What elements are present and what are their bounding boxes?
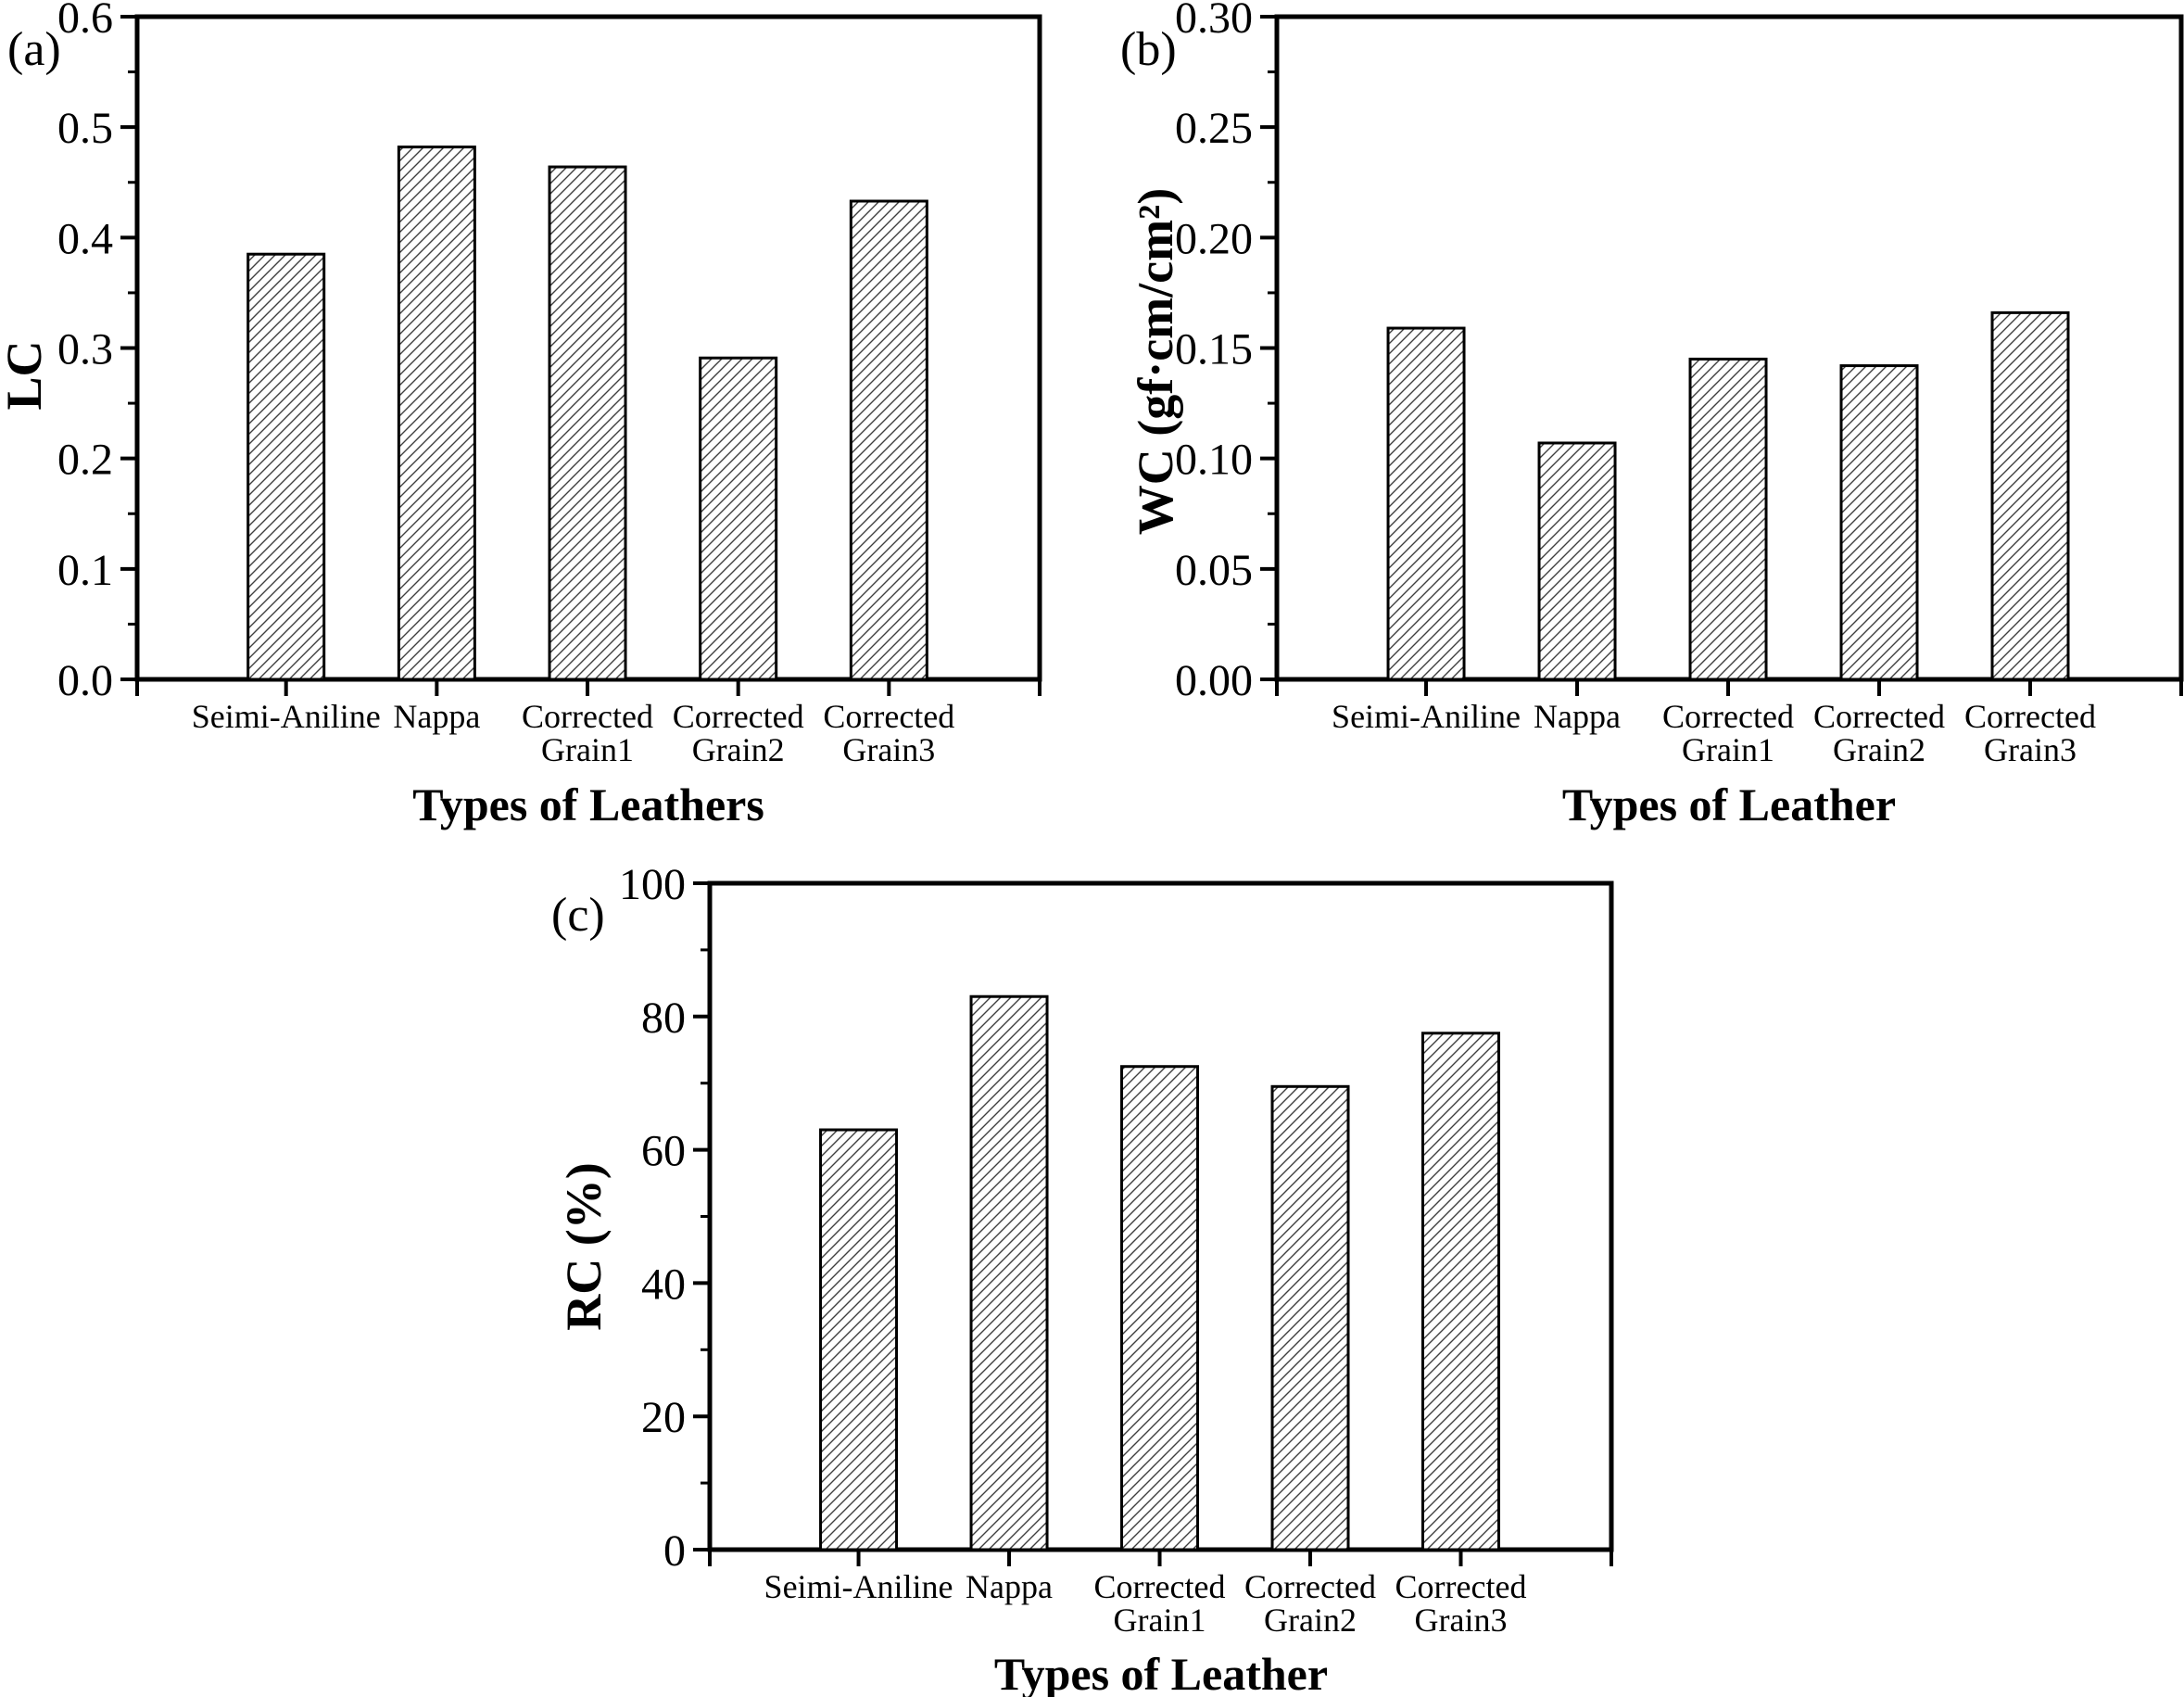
chart-b: 0.00 0.05 0.10 0.15 0.20 0.25 0.30 Seimi-Anilin… — [1175, 0, 2184, 768]
y-tick-label: 0.10 — [1175, 436, 1253, 485]
y-axis-label-a: LC — [0, 340, 52, 411]
category-label: Grain3 — [1415, 1602, 1508, 1639]
bar-c-1 — [819, 1128, 899, 1551]
y-tick-label: 0.15 — [1175, 325, 1253, 374]
category-label: Grain2 — [1264, 1602, 1357, 1639]
panel-label-c: (c) — [551, 889, 605, 942]
bar-c-4 — [1270, 1084, 1350, 1551]
bar-c-3 — [1120, 1065, 1200, 1551]
category-label: Grain1 — [1114, 1602, 1206, 1639]
category-label: Corrected — [1662, 698, 1794, 735]
category-label: Seimi-Aniline — [192, 698, 381, 735]
category-label: Seimi-Aniline — [1332, 698, 1521, 735]
category-label: Nappa — [966, 1568, 1053, 1605]
bar-b-4 — [1839, 364, 1919, 681]
bar-b-1 — [1386, 326, 1466, 681]
y-tick-label: 60 — [641, 1127, 686, 1176]
bar-a-4 — [699, 356, 778, 681]
category-label: Grain2 — [692, 731, 785, 768]
y-tick-label: 0.25 — [1175, 104, 1253, 153]
category-label: Corrected — [1395, 1568, 1527, 1605]
category-label: Corrected — [823, 698, 954, 735]
y-tick-label: 0.5 — [57, 104, 113, 153]
y-tick-label: 40 — [641, 1260, 686, 1309]
category-label: Grain3 — [842, 731, 935, 768]
x-axis-title-c: Types of Leather — [993, 1648, 1329, 1697]
bar-a-2 — [397, 146, 476, 681]
category-label: Corrected — [1244, 1568, 1376, 1605]
y-tick-label: 0 — [663, 1526, 686, 1576]
bar-c-2 — [969, 994, 1049, 1551]
y-axis-label-b: WC (gf·cm/cm²) — [1128, 187, 1183, 536]
category-label: Corrected — [1964, 698, 2096, 735]
y-tick-label: 20 — [641, 1393, 686, 1442]
y-axis-label-c: RC (%) — [556, 1162, 612, 1331]
category-label: Grain1 — [541, 731, 634, 768]
category-label: Seimi-Aniline — [764, 1568, 953, 1605]
bar-c-5 — [1421, 1032, 1501, 1551]
category-label: Grain2 — [1833, 731, 1925, 768]
category-label: Corrected — [673, 698, 804, 735]
y-tick-label: 100 — [619, 860, 686, 909]
bar-a-3 — [548, 165, 627, 681]
chart-a: 0.0 0.1 0.2 0.3 0.4 0.5 0.6 Seimi-Aniline Nappa C… — [57, 0, 1042, 768]
y-tick-label: 0.1 — [57, 546, 113, 595]
y-tick-label: 0.0 — [57, 656, 113, 705]
y-tick-label: 0.30 — [1175, 0, 1253, 43]
y-tick-label: 0.2 — [57, 436, 113, 485]
bar-a-5 — [849, 199, 928, 681]
panel-label-b: (b) — [1120, 23, 1177, 76]
category-label: Nappa — [393, 698, 480, 735]
category-label: Nappa — [1534, 698, 1621, 735]
bar-b-3 — [1688, 357, 1768, 681]
x-axis-title-a: Types of Leathers — [412, 779, 764, 830]
x-axis-title-b: Types of Leather — [1561, 779, 1897, 830]
bar-b-5 — [1990, 310, 2070, 681]
bar-b-2 — [1537, 441, 1617, 681]
category-label: Grain3 — [1984, 731, 2077, 768]
y-tick-label: 0.3 — [57, 325, 113, 374]
y-tick-label: 0.20 — [1175, 214, 1253, 263]
y-tick-label: 0.05 — [1175, 546, 1253, 595]
y-tick-label: 0.00 — [1175, 656, 1253, 705]
y-tick-label: 0.4 — [57, 214, 113, 263]
bar-a-1 — [246, 252, 326, 681]
category-label: Corrected — [1813, 698, 1945, 735]
category-label: Corrected — [1094, 1568, 1226, 1605]
panel-label-a: (a) — [7, 23, 61, 76]
y-tick-label: 80 — [641, 994, 686, 1043]
category-label: Grain1 — [1682, 731, 1774, 768]
y-tick-label: 0.6 — [57, 0, 113, 43]
category-label: Corrected — [522, 698, 653, 735]
